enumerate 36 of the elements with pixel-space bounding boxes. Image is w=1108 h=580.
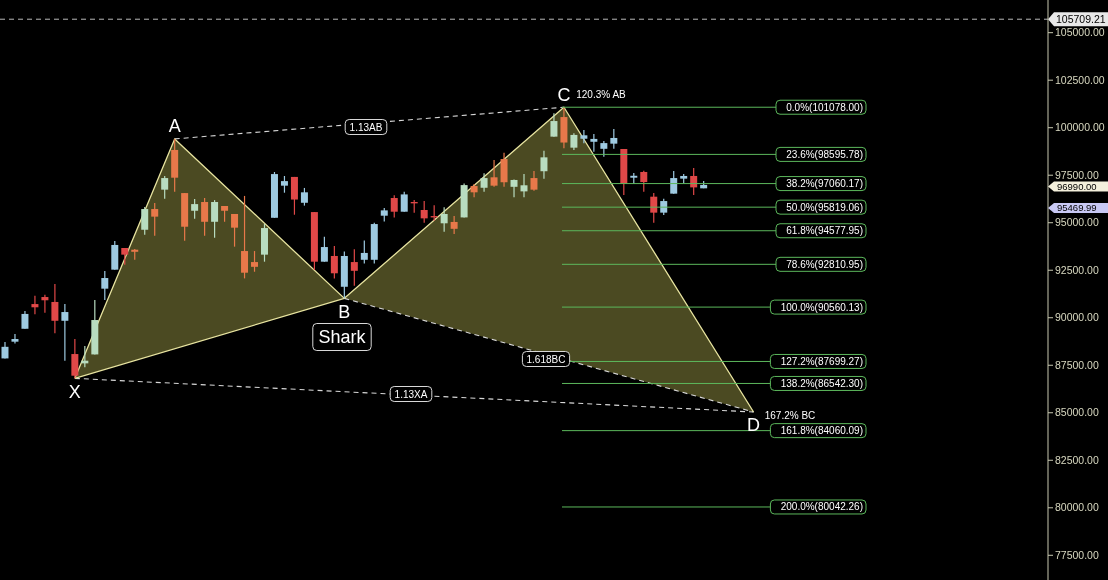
text: 96990.00 bbox=[1057, 180, 1097, 192]
y-tick-label: 82500.00 bbox=[1055, 453, 1099, 466]
ref-line-label: 50.0%(95819.06) bbox=[786, 201, 863, 213]
annotation: 1.618BC bbox=[526, 353, 566, 365]
ref-line-label: 61.8%(94577.95) bbox=[786, 225, 863, 237]
ref-line-label: 127.2%(87699.27) bbox=[780, 355, 863, 367]
y-tick-label: 105000.00 bbox=[1055, 26, 1105, 39]
annotation: Shark bbox=[318, 327, 367, 348]
annotation: 1.13XA bbox=[394, 388, 428, 400]
y-tick-label: 92500.00 bbox=[1055, 263, 1099, 276]
annotation: X bbox=[68, 381, 81, 402]
annotation: C bbox=[557, 84, 571, 105]
y-tick-label: 100000.00 bbox=[1055, 121, 1105, 134]
y-tick-label: 87500.00 bbox=[1055, 358, 1099, 371]
y-tick-label: 77500.00 bbox=[1055, 548, 1099, 561]
ref-line-label: 100.0%(90560.13) bbox=[780, 301, 863, 313]
ref-line-label: 78.6%(92810.95) bbox=[786, 258, 863, 270]
annotation: 167.2% BC bbox=[764, 409, 816, 421]
ref-line-label: 105709.21 bbox=[1056, 12, 1106, 25]
annotation: B bbox=[338, 301, 351, 322]
annotation: 1.13AB bbox=[349, 121, 383, 133]
ref-line-label: 161.8%(84060.09) bbox=[780, 425, 863, 437]
ref-line-label: 200.0%(80042.26) bbox=[780, 501, 863, 513]
ref-line-label: 0.0%(101078.00) bbox=[786, 101, 863, 113]
y-tick-label: 80000.00 bbox=[1055, 501, 1099, 514]
annotation: A bbox=[168, 116, 181, 137]
ref-line-label: 23.6%(98595.78) bbox=[786, 148, 863, 160]
y-tick-label: 85000.00 bbox=[1055, 406, 1099, 419]
y-tick-label: 90000.00 bbox=[1055, 311, 1099, 324]
y-tick-label: 95000.00 bbox=[1055, 216, 1099, 229]
y-tick-label: 102500.00 bbox=[1055, 73, 1105, 86]
y-tick-label: 97500.00 bbox=[1055, 168, 1099, 181]
text: 95469.99 bbox=[1057, 202, 1097, 214]
ref-line-label: 138.2%(86542.30) bbox=[780, 377, 863, 389]
annotation: 120.3% AB bbox=[576, 88, 627, 100]
ref-line-label: 38.2%(97060.17) bbox=[786, 178, 863, 190]
